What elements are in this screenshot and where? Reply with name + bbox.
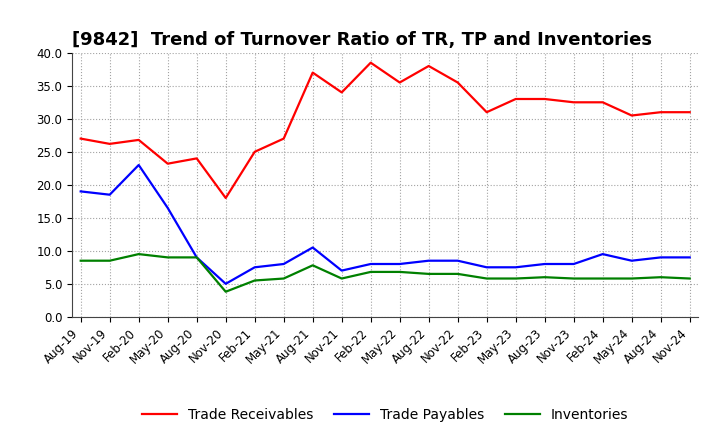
Trade Receivables bbox=[657, 110, 665, 115]
Trade Payables bbox=[76, 189, 85, 194]
Trade Payables bbox=[251, 264, 259, 270]
Trade Receivables bbox=[541, 96, 549, 102]
Trade Receivables bbox=[482, 110, 491, 115]
Line: Trade Payables: Trade Payables bbox=[81, 165, 690, 284]
Inventories bbox=[163, 255, 172, 260]
Trade Receivables bbox=[135, 137, 143, 143]
Trade Payables bbox=[541, 261, 549, 267]
Trade Payables bbox=[685, 255, 694, 260]
Trade Receivables bbox=[627, 113, 636, 118]
Trade Receivables bbox=[251, 149, 259, 154]
Trade Receivables bbox=[163, 161, 172, 166]
Inventories bbox=[454, 271, 462, 276]
Trade Payables bbox=[570, 261, 578, 267]
Trade Receivables bbox=[511, 96, 520, 102]
Trade Payables bbox=[598, 251, 607, 257]
Trade Receivables bbox=[395, 80, 404, 85]
Trade Receivables bbox=[76, 136, 85, 141]
Inventories bbox=[627, 276, 636, 281]
Trade Receivables bbox=[366, 60, 375, 65]
Trade Payables bbox=[279, 261, 288, 267]
Trade Receivables bbox=[308, 70, 317, 75]
Trade Payables bbox=[366, 261, 375, 267]
Trade Payables bbox=[105, 192, 114, 197]
Trade Payables bbox=[135, 162, 143, 168]
Trade Receivables bbox=[454, 80, 462, 85]
Inventories bbox=[366, 269, 375, 275]
Line: Inventories: Inventories bbox=[81, 254, 690, 292]
Inventories bbox=[395, 269, 404, 275]
Inventories bbox=[657, 275, 665, 280]
Inventories bbox=[76, 258, 85, 263]
Line: Trade Receivables: Trade Receivables bbox=[81, 62, 690, 198]
Trade Receivables bbox=[105, 141, 114, 147]
Trade Payables bbox=[454, 258, 462, 263]
Inventories bbox=[482, 276, 491, 281]
Inventories bbox=[221, 289, 230, 294]
Trade Payables bbox=[424, 258, 433, 263]
Trade Payables bbox=[221, 281, 230, 286]
Inventories bbox=[279, 276, 288, 281]
Trade Payables bbox=[163, 205, 172, 210]
Inventories bbox=[685, 276, 694, 281]
Trade Payables bbox=[395, 261, 404, 267]
Inventories bbox=[338, 276, 346, 281]
Trade Payables bbox=[338, 268, 346, 273]
Legend: Trade Receivables, Trade Payables, Inventories: Trade Receivables, Trade Payables, Inven… bbox=[142, 408, 629, 422]
Inventories bbox=[105, 258, 114, 263]
Trade Receivables bbox=[570, 99, 578, 105]
Inventories bbox=[308, 263, 317, 268]
Text: [9842]  Trend of Turnover Ratio of TR, TP and Inventories: [9842] Trend of Turnover Ratio of TR, TP… bbox=[72, 31, 652, 49]
Inventories bbox=[424, 271, 433, 276]
Trade Payables bbox=[308, 245, 317, 250]
Inventories bbox=[251, 278, 259, 283]
Inventories bbox=[541, 275, 549, 280]
Trade Receivables bbox=[685, 110, 694, 115]
Trade Receivables bbox=[598, 99, 607, 105]
Trade Payables bbox=[657, 255, 665, 260]
Inventories bbox=[135, 251, 143, 257]
Trade Payables bbox=[627, 258, 636, 263]
Inventories bbox=[598, 276, 607, 281]
Trade Payables bbox=[511, 264, 520, 270]
Inventories bbox=[192, 255, 201, 260]
Trade Receivables bbox=[424, 63, 433, 69]
Trade Payables bbox=[192, 255, 201, 260]
Trade Receivables bbox=[192, 156, 201, 161]
Trade Receivables bbox=[338, 90, 346, 95]
Inventories bbox=[570, 276, 578, 281]
Inventories bbox=[511, 276, 520, 281]
Trade Receivables bbox=[279, 136, 288, 141]
Trade Payables bbox=[482, 264, 491, 270]
Trade Receivables bbox=[221, 195, 230, 201]
